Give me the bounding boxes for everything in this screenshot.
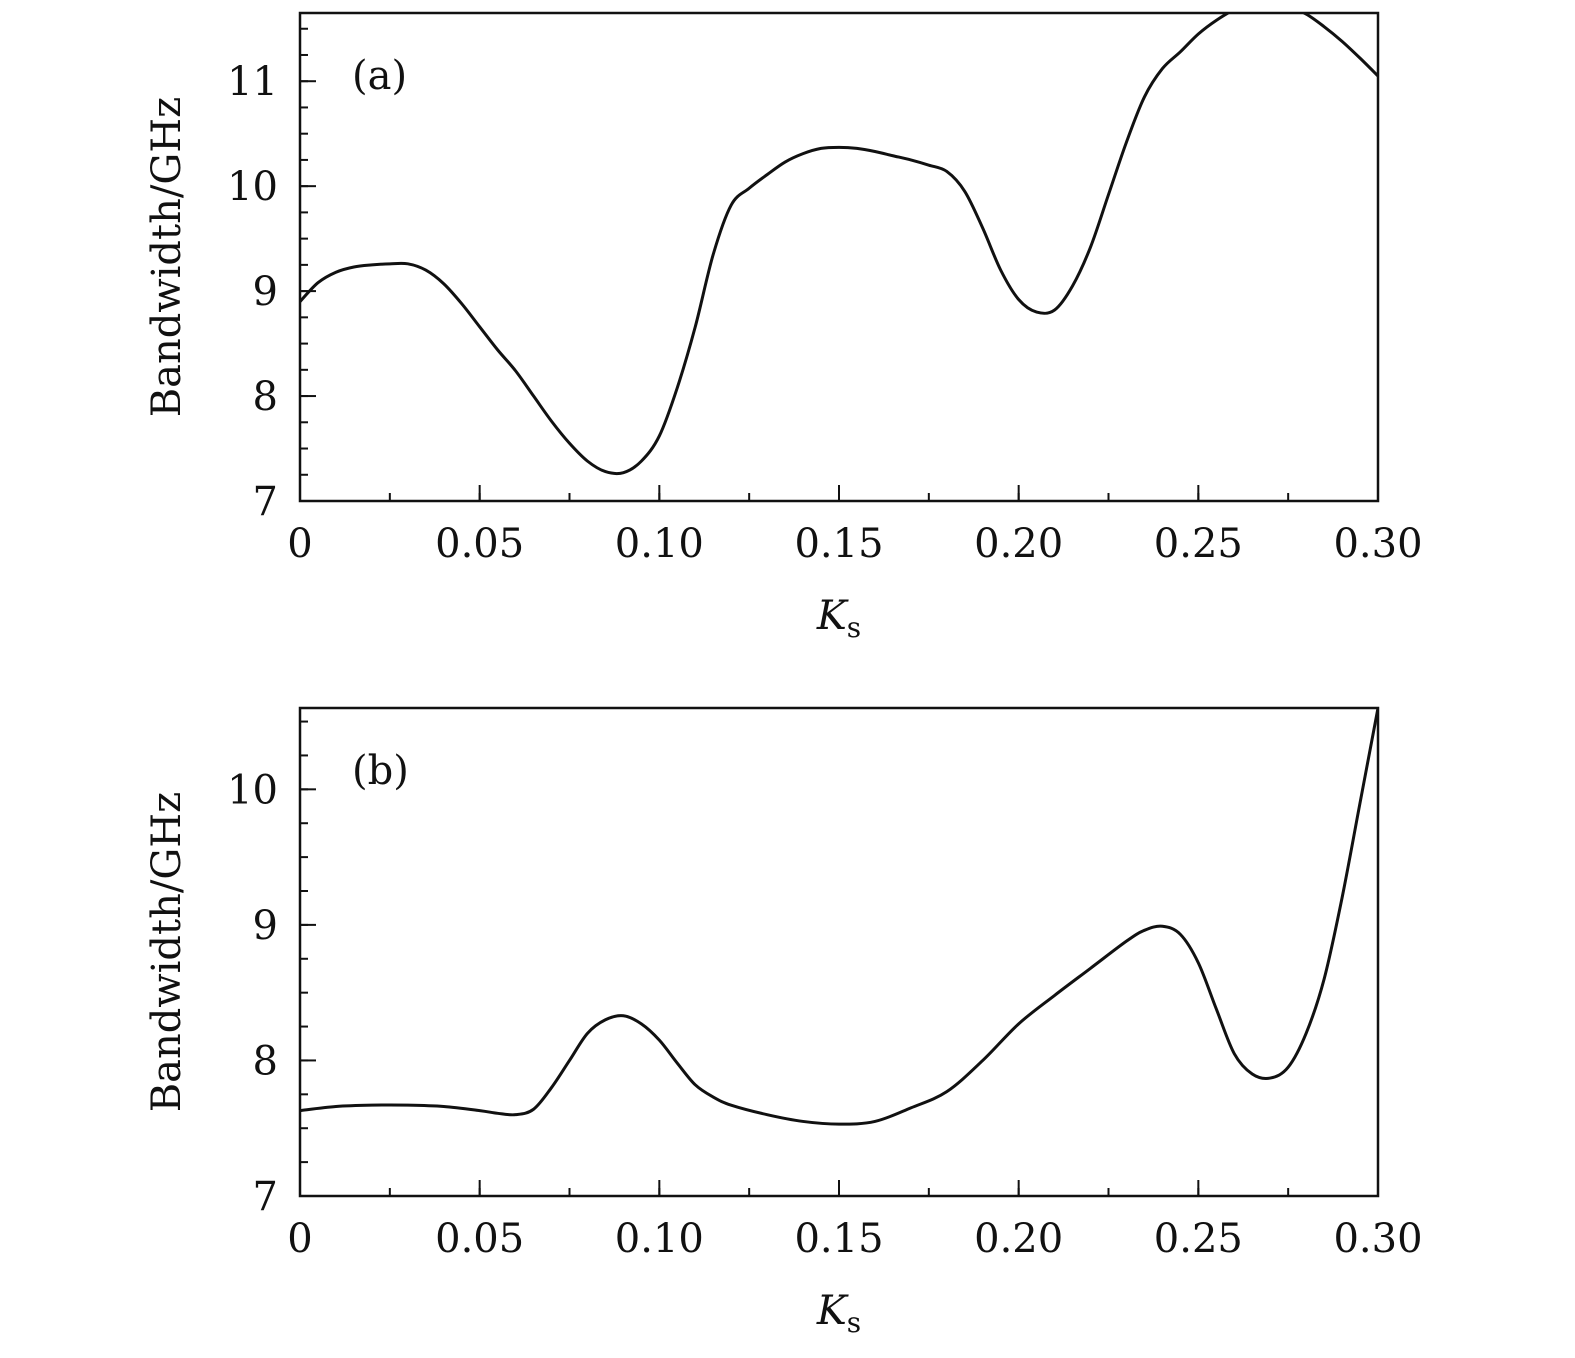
- x-tick-label: 0.30: [1333, 521, 1422, 567]
- panel-a: 0 0.05 0.10 0.15 0.20 0.25 0.30 7 8 9 10 11 (a) Ks Ban…: [144, 11, 1423, 644]
- x-tick-label: 0: [287, 1216, 312, 1262]
- y-tick-label: 7: [253, 479, 278, 525]
- series-line: [300, 708, 1378, 1126]
- x-tick-label: 0.20: [974, 521, 1063, 567]
- x-axis-title-main: K: [816, 593, 849, 639]
- x-axis-title: Ks: [816, 1288, 861, 1339]
- y-tick-label: 10: [227, 767, 278, 813]
- y-tick-label: 7: [253, 1174, 278, 1220]
- y-tick-label: 11: [227, 59, 278, 105]
- panel-label: (a): [352, 53, 407, 99]
- x-tick-label: 0.05: [435, 1216, 524, 1262]
- x-tick-label: 0.10: [615, 521, 704, 567]
- y-axis-title: Bandwidth/GHz: [144, 97, 190, 417]
- x-tick-label: 0.10: [615, 1216, 704, 1262]
- x-tick-label: 0.05: [435, 521, 524, 567]
- x-axis-title: Ks: [816, 593, 861, 644]
- x-tick-label: 0.30: [1333, 1216, 1422, 1262]
- plot-frame: [298, 11, 1380, 503]
- x-tick-label: 0.25: [1154, 1216, 1243, 1262]
- y-axis-title: Bandwidth/GHz: [144, 792, 190, 1112]
- y-tick-label: 8: [253, 374, 278, 420]
- x-axis-title-sub: s: [847, 611, 861, 644]
- y-tick-label: 10: [227, 164, 278, 210]
- panel-label: (b): [352, 748, 409, 794]
- x-tick-label: 0.15: [794, 1216, 883, 1262]
- y-tick-label: 8: [253, 1038, 278, 1084]
- y-tick-label: 9: [253, 903, 278, 949]
- x-tick-label: 0: [287, 521, 312, 567]
- x-axis-title-sub: s: [847, 1306, 861, 1339]
- y-tick-label: 9: [253, 269, 278, 315]
- x-tick-label: 0.20: [974, 1216, 1063, 1262]
- x-tick-label: 0.15: [794, 521, 883, 567]
- series-line: [300, 13, 1378, 476]
- x-tick-label: 0.25: [1154, 521, 1243, 567]
- panel-b: 0 0.05 0.10 0.15 0.20 0.25 0.30 7 8 9 10 (b) Ks Bandw…: [144, 706, 1423, 1339]
- x-axis-title-main: K: [816, 1288, 849, 1334]
